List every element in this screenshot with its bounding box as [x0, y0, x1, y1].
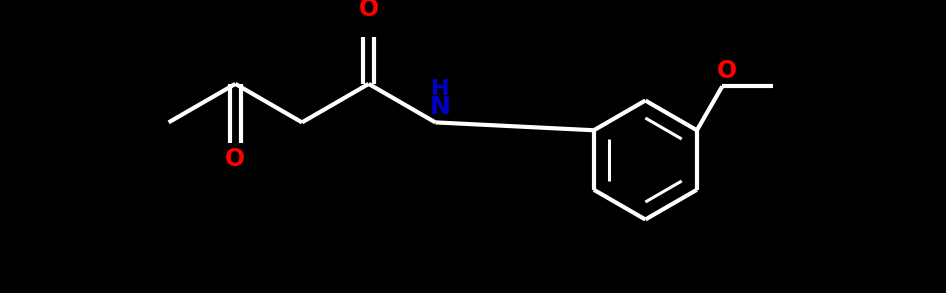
Text: N: N [429, 95, 450, 119]
Text: H: H [430, 79, 449, 99]
Text: O: O [225, 147, 245, 171]
Text: O: O [716, 59, 737, 83]
Text: O: O [359, 0, 378, 21]
